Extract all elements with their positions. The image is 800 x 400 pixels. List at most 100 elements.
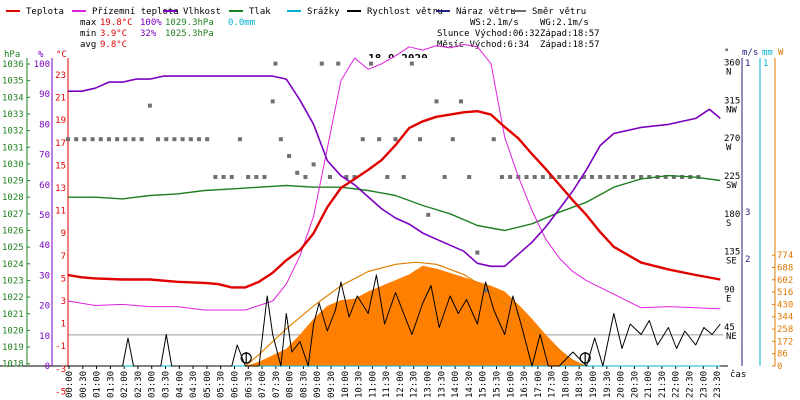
dir-tick-label: 135 bbox=[724, 248, 740, 258]
wind-direction-point bbox=[442, 175, 447, 179]
wind-speed-line bbox=[68, 274, 721, 367]
wind-direction-point bbox=[147, 103, 152, 108]
dir-tick-label: 90 bbox=[724, 285, 735, 295]
stat-min-temp: 3.9°C bbox=[100, 29, 127, 39]
wind-direction-point bbox=[426, 212, 431, 217]
wind-direction-point bbox=[671, 175, 676, 179]
pct-tick-label: 60 bbox=[39, 181, 50, 191]
dir-tick-label: 180 bbox=[724, 210, 740, 220]
wind-direction-point bbox=[573, 175, 578, 179]
wind-direction-point bbox=[647, 175, 652, 179]
x-tick-label: 12:30 bbox=[410, 371, 420, 398]
legend-label-2: Vlhkost bbox=[183, 7, 221, 17]
pressure-line bbox=[68, 174, 721, 232]
x-tick-label: 04:00 bbox=[175, 371, 185, 398]
x-tick-label: 03:30 bbox=[162, 371, 172, 398]
wind-direction-point bbox=[221, 175, 226, 179]
wind-direction-point bbox=[262, 175, 267, 179]
wind-direction-point bbox=[540, 175, 545, 179]
dir-compass-label: SE bbox=[726, 257, 737, 267]
wind-direction-point bbox=[385, 175, 390, 179]
x-tick-label: 20:00 bbox=[617, 371, 627, 398]
wind-direction-point bbox=[467, 175, 472, 179]
x-tick-label: 01:30 bbox=[106, 371, 116, 398]
wind-direction-point bbox=[352, 175, 357, 179]
wind-direction-point bbox=[229, 175, 234, 179]
x-tick-label: 17:30 bbox=[548, 371, 558, 398]
dir-compass-label: NE bbox=[726, 332, 737, 342]
w-tick-label: 688 bbox=[777, 263, 793, 273]
x-tick-label: 18:30 bbox=[575, 371, 585, 398]
wind-direction-point bbox=[663, 175, 668, 179]
x-tick-label: 14:30 bbox=[465, 371, 475, 398]
x-tick-label: 04:30 bbox=[189, 371, 199, 398]
wind-direction-point bbox=[344, 175, 349, 179]
x-tick-label: 02:00 bbox=[120, 371, 130, 398]
celsius-tick-label: -1 bbox=[55, 342, 66, 352]
wind-direction-point bbox=[66, 137, 70, 142]
wind-direction-point bbox=[630, 175, 635, 179]
legend-label-0: Teplota bbox=[26, 7, 64, 17]
wind-direction-point bbox=[74, 137, 79, 142]
mm-tick-label: 1 bbox=[763, 59, 768, 69]
w-tick-label: 86 bbox=[777, 350, 788, 360]
wind-direction-point bbox=[82, 137, 87, 142]
celsius-tick-label: -5 bbox=[55, 387, 66, 397]
x-tick-label: 10:30 bbox=[355, 371, 365, 398]
dir-compass-label: S bbox=[726, 219, 731, 229]
dir-compass-label: NW bbox=[726, 105, 737, 115]
celsius-tick-label: 1 bbox=[61, 320, 66, 330]
stat-max-press: 1029.3hPa bbox=[165, 18, 214, 28]
stat-max-rain: 0.0mm bbox=[228, 18, 255, 28]
pct-tick-label: 40 bbox=[39, 241, 50, 251]
wind-direction-point bbox=[336, 61, 341, 66]
x-tick-label: 05:00 bbox=[203, 371, 213, 398]
pct-tick-label: 10 bbox=[39, 332, 50, 342]
hpa-tick-label: 1035 bbox=[2, 77, 24, 87]
mm-unit: mm bbox=[762, 48, 773, 58]
hpa-tick-label: 1030 bbox=[2, 160, 24, 170]
wind-direction-point bbox=[360, 137, 365, 142]
x-tick-label: 08:30 bbox=[299, 371, 309, 398]
celsius-tick-label: 21 bbox=[55, 94, 66, 104]
wind-direction-point bbox=[273, 61, 278, 66]
wind-direction-point bbox=[278, 137, 283, 142]
wind-direction-point bbox=[237, 137, 242, 142]
celsius-tick-label: 17 bbox=[55, 139, 66, 149]
stat-mesic: Měsíc Východ:6:34 bbox=[437, 40, 529, 50]
x-tick-label: 00:00 bbox=[65, 371, 75, 398]
wind-direction-point bbox=[287, 154, 292, 158]
wind-direction-point bbox=[565, 175, 570, 179]
celsius-tick-label: 11 bbox=[55, 207, 66, 217]
hpa-tick-label: 1020 bbox=[2, 326, 24, 336]
legend-label-1: Přízemní teplota bbox=[92, 7, 179, 17]
dir-unit: ° bbox=[724, 48, 729, 58]
wind-direction-point bbox=[164, 137, 169, 142]
w-tick-label: 516 bbox=[777, 288, 793, 298]
wind-direction-point bbox=[319, 61, 324, 66]
pct-tick-label: 80 bbox=[39, 120, 50, 130]
x-tick-label: 21:00 bbox=[644, 371, 654, 398]
w-tick-label: 258 bbox=[777, 325, 793, 335]
stat-mesic-zapad: Západ:18:57 bbox=[540, 40, 600, 50]
pct-tick-label: 30 bbox=[39, 271, 50, 281]
wind-direction-point bbox=[156, 137, 161, 142]
x-tick-label: 23:00 bbox=[699, 371, 709, 398]
stat-slunce: Slunce Východ:06:32 bbox=[437, 29, 540, 39]
x-tick-label: 07:00 bbox=[258, 371, 268, 398]
x-tick-label: 15:30 bbox=[492, 371, 502, 398]
hpa-unit: hPa bbox=[4, 50, 20, 60]
dir-tick-label: 270 bbox=[724, 134, 740, 144]
humidity-line bbox=[68, 75, 721, 268]
wind-direction-point bbox=[393, 137, 398, 142]
wind-direction-point bbox=[295, 170, 300, 175]
wind-direction-point bbox=[409, 61, 414, 66]
wind-direction-point bbox=[139, 137, 144, 142]
wind-direction-point bbox=[180, 137, 185, 142]
hpa-tick-label: 1027 bbox=[2, 210, 24, 220]
x-tick-label: 13:30 bbox=[437, 371, 447, 398]
celsius-tick-label: 15 bbox=[55, 161, 66, 171]
celsius-tick-label: 5 bbox=[61, 274, 66, 284]
dir-tick-label: 225 bbox=[724, 172, 740, 182]
wind-direction-point bbox=[418, 137, 423, 142]
